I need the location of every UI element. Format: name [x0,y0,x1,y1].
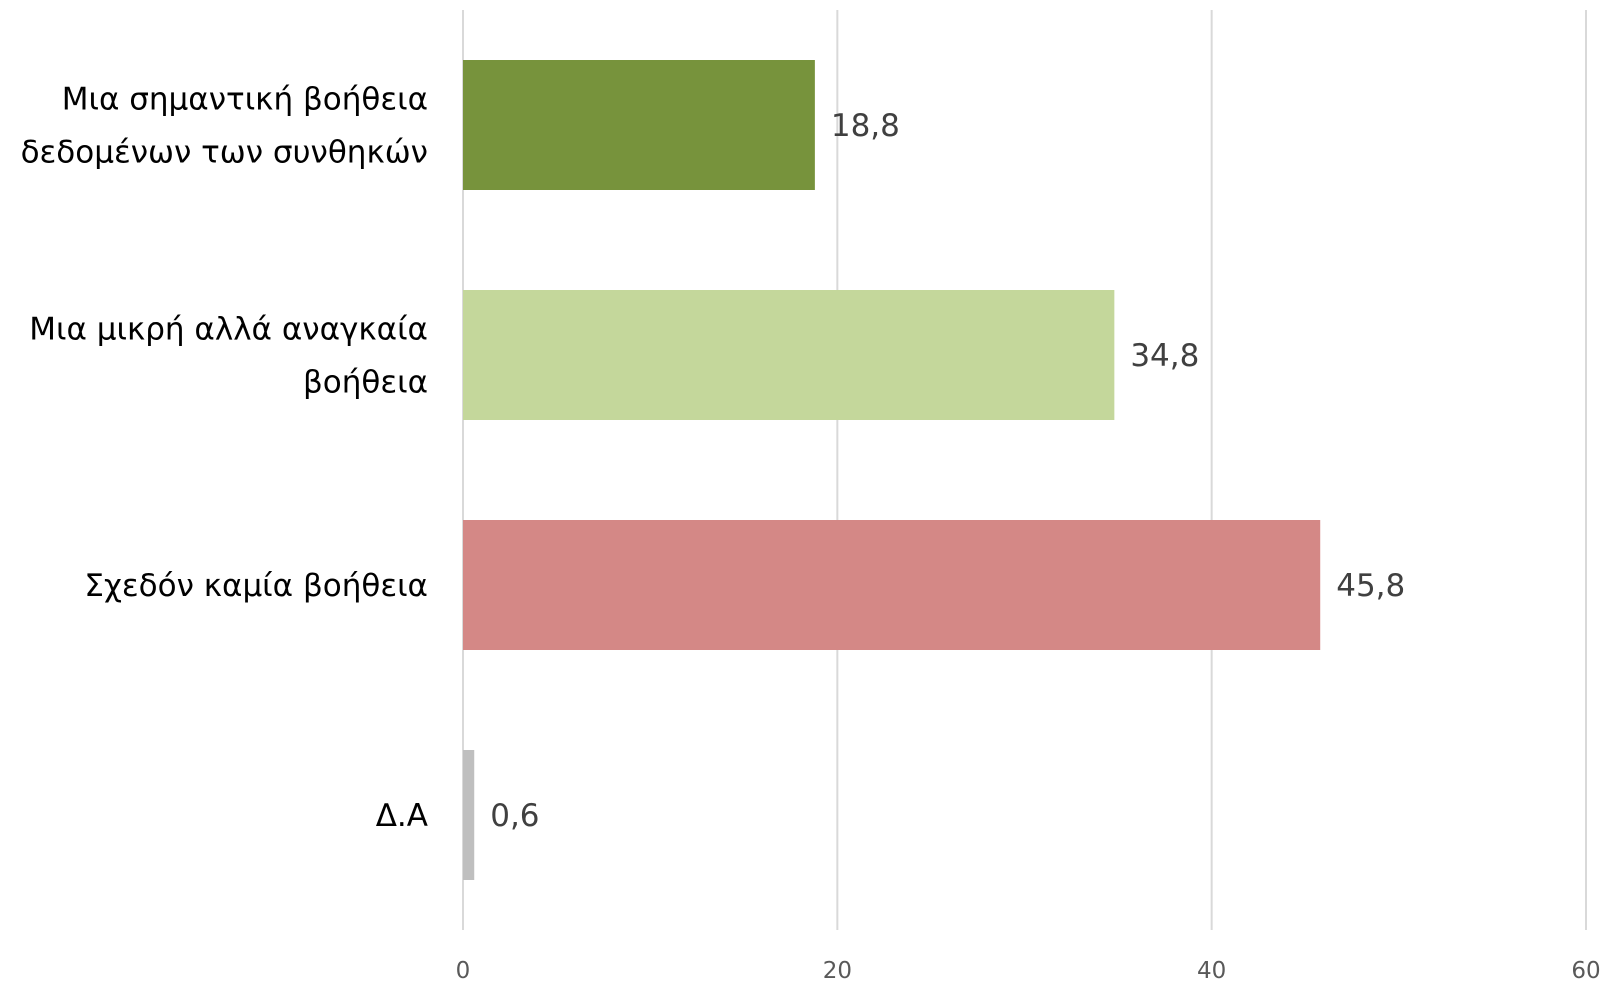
category-label: δεδομένων των συνθηκών [21,135,428,171]
x-axis-tick-labels: 0 20 40 60 [456,958,1601,984]
bar [463,60,815,190]
bar [463,520,1321,650]
bars [463,60,1321,880]
x-tick-label: 60 [1571,958,1600,984]
value-label: 18,8 [831,108,900,144]
category-label: βοήθεια [303,365,428,401]
category-label: Μια μικρή αλλά αναγκαία [29,312,428,348]
value-label: 45,8 [1336,568,1405,604]
category-label: Σχεδόν καμία βοήθεια [84,568,428,604]
category-labels: Μια σημαντική βοήθεια δεδομένων των συνθη… [21,82,428,835]
x-tick-label: 40 [1197,958,1226,984]
bar [463,750,475,880]
x-tick-label: 20 [823,958,852,984]
value-labels: 18,8 34,8 45,8 0,6 [490,108,1405,834]
category-label: Μια σημαντική βοήθεια [62,82,428,118]
x-tick-label: 0 [456,958,471,984]
bar [463,290,1115,420]
category-label: Δ.Α [376,798,428,834]
value-label: 0,6 [490,798,539,834]
value-label: 34,8 [1130,338,1199,374]
